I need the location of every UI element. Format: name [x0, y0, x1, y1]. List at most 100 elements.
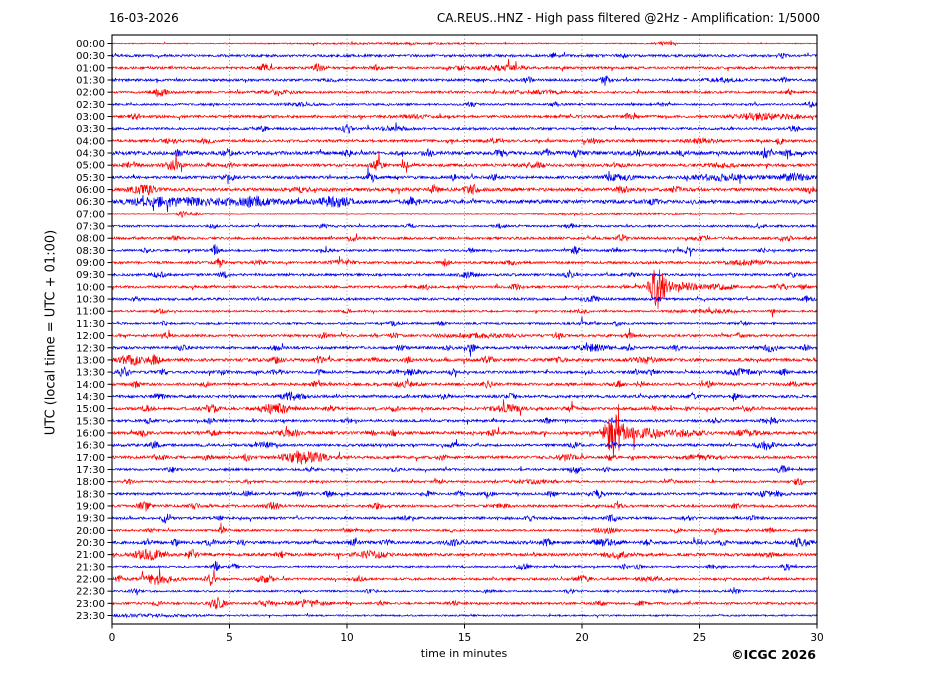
y-tick-label: 18:00: [76, 477, 105, 488]
y-tick-label: 20:30: [76, 538, 105, 549]
trace-row: [112, 58, 817, 72]
trace-row: [112, 147, 817, 160]
trace-row: [112, 399, 817, 416]
y-tick-label: 06:00: [76, 185, 105, 196]
y-tick-label: 12:00: [76, 331, 105, 342]
trace-row: [112, 88, 817, 98]
trace-row: [112, 210, 817, 219]
trace-row: [112, 136, 817, 146]
y-tick-label: 03:30: [76, 124, 105, 135]
y-tick-label: 21:00: [76, 550, 105, 561]
trace-row: [112, 450, 817, 466]
trace-row: [112, 222, 817, 230]
y-tick-label: 07:30: [76, 222, 105, 233]
y-tick-label: 04:00: [76, 136, 105, 147]
trace-row: [112, 195, 817, 213]
trace-row: [112, 464, 817, 475]
trace-row: [112, 75, 817, 86]
trace-row: [112, 256, 817, 268]
trace-row: [112, 269, 817, 309]
trace-row: [112, 294, 817, 303]
y-tick-label: 11:00: [76, 307, 105, 318]
trace-row: [112, 404, 817, 457]
y-tick-label: 09:00: [76, 258, 105, 269]
x-tick-label: 20: [575, 632, 588, 644]
x-tick-label: 25: [693, 632, 706, 644]
trace-row: [112, 306, 817, 318]
trace-row: [112, 522, 817, 536]
y-tick-label: 07:00: [76, 209, 105, 220]
y-tick-label: 00:00: [76, 39, 105, 50]
trace-row: [112, 151, 817, 173]
y-tick-label: 20:00: [76, 526, 105, 537]
y-tick-label: 21:30: [76, 562, 105, 573]
y-tick-label: 11:30: [76, 319, 105, 330]
trace-row: [112, 342, 817, 357]
date-label: 16-03-2026: [109, 11, 179, 25]
y-tick-label: 05:00: [76, 161, 105, 172]
y-tick-label: 18:30: [76, 489, 105, 500]
trace-row: [112, 416, 817, 426]
x-tick-label: 5: [226, 632, 233, 644]
trace-row: [112, 353, 817, 366]
y-tick-label: 15:00: [76, 404, 105, 415]
trace-group: [112, 40, 817, 619]
y-tick-label: 16:30: [76, 441, 105, 452]
trace-row: [112, 587, 817, 596]
y-tick-label: 10:00: [76, 282, 105, 293]
y-tick-label: 01:00: [76, 63, 105, 74]
trace-row: [112, 612, 817, 619]
trace-row: [112, 100, 817, 109]
y-tick-label: 12:30: [76, 343, 105, 354]
y-tick-label: 10:30: [76, 295, 105, 306]
trace-row: [112, 489, 817, 499]
y-tick-label: 23:30: [76, 611, 105, 622]
x-tick-label: 30: [810, 632, 823, 644]
trace-row: [112, 40, 817, 47]
y-tick-label: 04:30: [76, 149, 105, 160]
trace-row: [112, 513, 817, 524]
y-tick-label: 01:30: [76, 76, 105, 87]
trace-row: [112, 596, 817, 610]
trace-row: [112, 328, 817, 340]
y-tick-label: 02:00: [76, 88, 105, 99]
copyright-label: ©ICGC 2026: [731, 647, 816, 662]
trace-row: [112, 568, 817, 586]
y-tick-label: 05:30: [76, 173, 105, 184]
trace-row: [112, 316, 817, 328]
y-tick-label: 16:00: [76, 428, 105, 439]
y-tick-label: 23:00: [76, 599, 105, 610]
trace-row: [112, 269, 817, 280]
y-tick-label: 03:00: [76, 112, 105, 123]
y-tick-label: 13:30: [76, 368, 105, 379]
y-tick-label: 14:30: [76, 392, 105, 403]
trace-row: [112, 112, 817, 122]
y-tick-label: 09:30: [76, 270, 105, 281]
x-tick-label: 0: [109, 632, 116, 644]
trace-row: [112, 500, 817, 512]
trace-row: [112, 378, 817, 389]
trace-row: [112, 548, 817, 561]
y-tick-label: 00:30: [76, 51, 105, 62]
y-tick-label: 08:30: [76, 246, 105, 257]
x-axis-label: time in minutes: [420, 647, 508, 660]
y-tick-label: 06:30: [76, 197, 105, 208]
trace-row: [112, 122, 817, 134]
y-tick-label: 08:00: [76, 234, 105, 245]
y-tick-label: 19:00: [76, 501, 105, 512]
trace-row: [112, 536, 817, 548]
trace-row: [112, 439, 817, 451]
trace-row: [112, 477, 817, 486]
trace-row: [112, 183, 817, 196]
y-tick-label: 15:30: [76, 416, 105, 427]
trace-row: [112, 244, 817, 257]
y-tick-label: 22:00: [76, 574, 105, 585]
y-tick-label: 19:30: [76, 514, 105, 525]
y-tick-label: 17:30: [76, 465, 105, 476]
trace-row: [112, 560, 817, 571]
trace-row: [112, 51, 817, 60]
trace-row: [112, 391, 817, 402]
y-tick-label: 14:00: [76, 380, 105, 391]
